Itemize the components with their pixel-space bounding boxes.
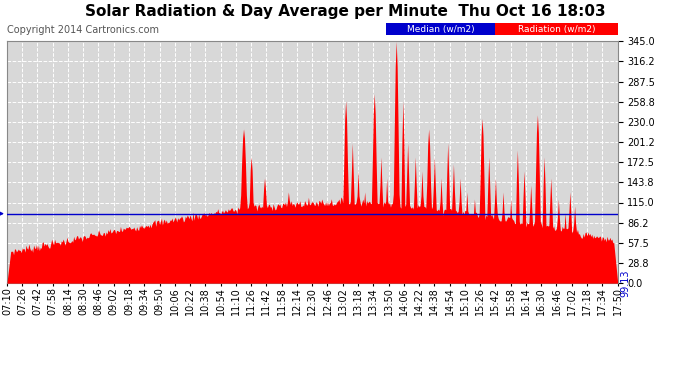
- Text: Copyright 2014 Cartronics.com: Copyright 2014 Cartronics.com: [7, 25, 159, 35]
- Text: Radiation (w/m2): Radiation (w/m2): [518, 25, 595, 34]
- Text: Solar Radiation & Day Average per Minute  Thu Oct 16 18:03: Solar Radiation & Day Average per Minute…: [85, 4, 605, 19]
- Text: Median (w/m2): Median (w/m2): [406, 25, 474, 34]
- FancyBboxPatch shape: [386, 23, 495, 35]
- Text: 99.13: 99.13: [0, 269, 1, 297]
- Text: 99.13: 99.13: [620, 269, 631, 297]
- FancyBboxPatch shape: [495, 23, 618, 35]
